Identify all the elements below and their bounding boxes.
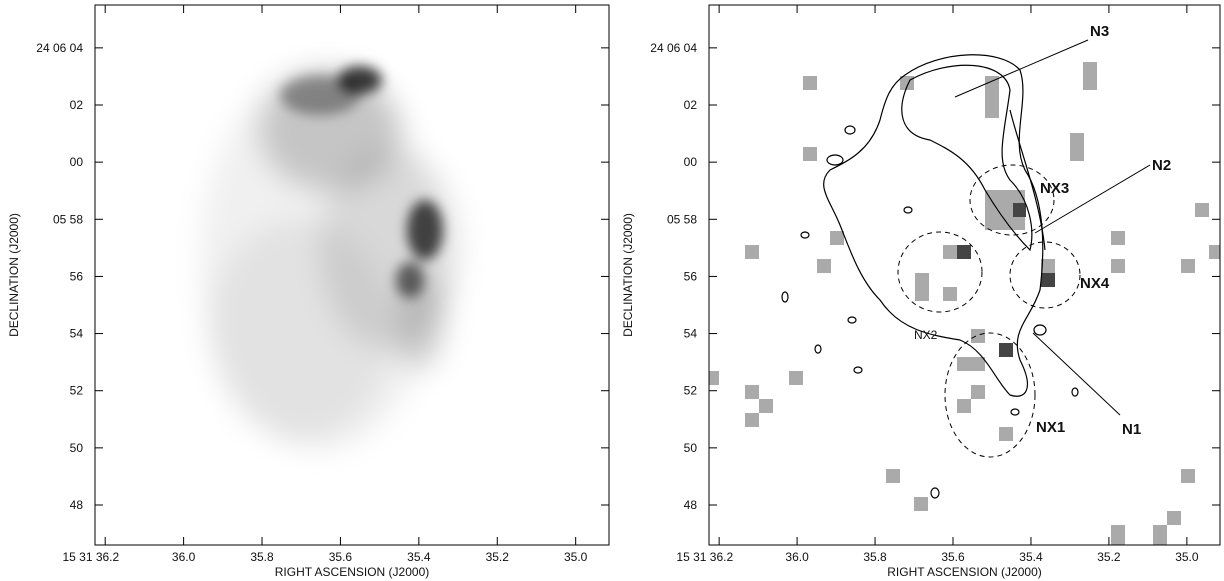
x-tick-label: 35.2: [1097, 550, 1121, 564]
x-tick-label: 35.0: [1175, 550, 1199, 564]
x-axis-label: RIGHT ASCENSION (J2000): [275, 565, 430, 579]
x-tick-label: 36.0: [172, 550, 196, 564]
y-axis-label: DECLINATION (J2000): [7, 213, 21, 337]
y-tick-label: 24 06 04: [650, 41, 697, 55]
x-tick-label: 35.0: [564, 550, 588, 564]
y-tick-label: 02: [684, 98, 698, 112]
y-tick-label: 52: [70, 384, 84, 398]
y-tick-label: 50: [70, 441, 84, 455]
y-tick-label: 50: [684, 441, 698, 455]
y-tick-label: 56: [70, 269, 84, 283]
plot-frame: [94, 4, 610, 546]
x-tick-label: 35.4: [407, 550, 431, 564]
y-tick-label: 02: [70, 98, 84, 112]
x-tick-label: 35.4: [1019, 550, 1043, 564]
y-tick-label: 00: [70, 155, 84, 169]
plot-frame: [708, 4, 1221, 546]
y-tick-label: 56: [684, 269, 698, 283]
x-tick-label: 35.8: [863, 550, 887, 564]
y-tick-label: 52: [684, 384, 698, 398]
x-tick-label: 35.2: [486, 550, 510, 564]
y-tick-label: 24 06 04: [36, 41, 83, 55]
annotation: NX1: [1036, 419, 1065, 436]
x-tick-label: 35.6: [941, 550, 965, 564]
annotation: NX4: [1080, 275, 1110, 292]
overlay: [709, 39, 1220, 545]
annotation: NX2: [914, 328, 938, 342]
x-tick-label: 15 31 36.2: [62, 550, 119, 564]
x-tick-label: 35.8: [250, 550, 274, 564]
x-tick-label: 15 31 36.2: [676, 550, 733, 564]
y-tick-label: 54: [70, 327, 84, 341]
xray-image: [200, 66, 460, 450]
x-axis-label: RIGHT ASCENSION (J2000): [887, 565, 1042, 579]
y-tick-label: 48: [684, 498, 698, 512]
y-axis-label: DECLINATION (J2000): [621, 213, 635, 337]
annotation: N1: [1122, 421, 1141, 438]
y-tick-label: 05 58: [667, 212, 697, 226]
annotation: NX3: [1040, 180, 1069, 197]
annotation: N2: [1152, 157, 1171, 174]
x-tick-label: 36.0: [785, 550, 809, 564]
y-tick-label: 48: [70, 498, 84, 512]
x-tick-label: 35.6: [329, 550, 353, 564]
y-tick-label: 54: [684, 327, 698, 341]
annotation: N3: [1090, 23, 1109, 40]
y-tick-label: 05 58: [53, 212, 83, 226]
y-tick-label: 00: [684, 155, 698, 169]
